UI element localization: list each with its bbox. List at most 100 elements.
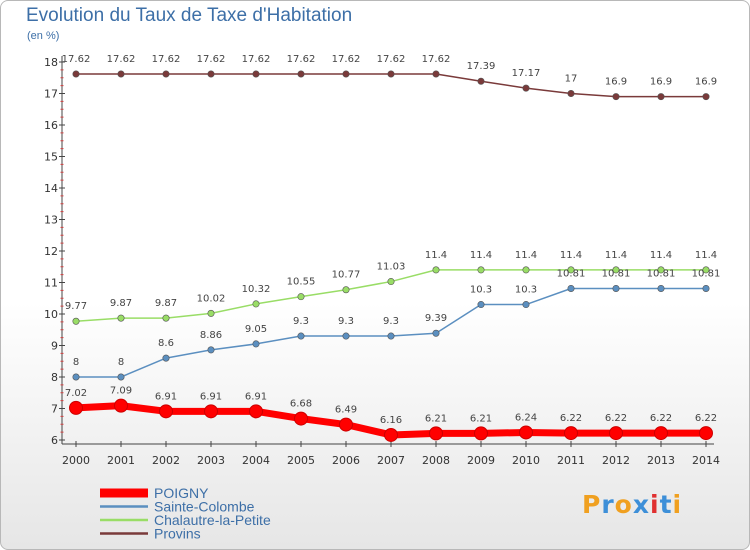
- series-point: [162, 314, 170, 322]
- series-point: [702, 93, 710, 101]
- series-point: [612, 266, 620, 274]
- x-tick-label: 2000: [62, 454, 90, 467]
- y-tick-label: 10: [44, 308, 58, 321]
- data-label: 10.32: [242, 284, 271, 295]
- data-label: 6.16: [380, 415, 402, 426]
- data-label: 6.21: [425, 413, 447, 424]
- y-tick-label: 6: [51, 434, 58, 447]
- data-label: 6.68: [290, 399, 312, 410]
- series-point: [117, 70, 125, 78]
- data-label: 11.4: [470, 250, 492, 261]
- x-tick-label: 2007: [377, 454, 405, 467]
- y-tick-label: 18: [44, 56, 58, 69]
- data-label: 9.87: [155, 298, 177, 309]
- series-point: [159, 404, 173, 419]
- series-point: [384, 427, 398, 442]
- data-label: 16.9: [695, 77, 717, 88]
- data-label: 6.22: [605, 413, 627, 424]
- data-label: 9.3: [293, 316, 309, 327]
- data-label: 6.24: [515, 412, 537, 423]
- data-label: 6.49: [335, 405, 357, 416]
- series-point: [477, 77, 485, 85]
- x-tick-label: 2008: [422, 454, 450, 467]
- data-label: 17.62: [197, 54, 226, 65]
- series-point: [564, 426, 578, 441]
- data-label: 7.02: [65, 388, 87, 399]
- y-tick-label: 16: [44, 119, 58, 132]
- x-tick-label: 2006: [332, 454, 360, 467]
- data-label: 11.03: [377, 262, 406, 273]
- series-point: [477, 301, 485, 309]
- series-point: [699, 426, 713, 441]
- series-point: [117, 373, 125, 381]
- series-point: [162, 354, 170, 362]
- series-point: [612, 93, 620, 101]
- series-point: [297, 70, 305, 78]
- data-label: 9.39: [425, 313, 447, 324]
- legend-label: POIGNY: [154, 485, 209, 501]
- data-label: 17.62: [332, 54, 361, 65]
- x-tick-label: 2001: [107, 454, 135, 467]
- series-point: [429, 426, 443, 441]
- data-label: 10.02: [197, 293, 226, 304]
- data-label: 10.3: [515, 285, 537, 296]
- data-label: 9.05: [245, 324, 267, 335]
- y-tick-label: 14: [44, 182, 58, 195]
- legend: POIGNYSainte-ColombeChalautre-la-PetiteP…: [100, 485, 271, 542]
- x-tick-label: 2002: [152, 454, 180, 467]
- data-label: 6.91: [200, 391, 222, 402]
- x-tick-label: 2014: [692, 454, 720, 467]
- data-label: 6.22: [695, 413, 717, 424]
- y-tick-label: 8: [51, 371, 58, 384]
- data-label: 11.4: [515, 250, 537, 261]
- series-point: [522, 301, 530, 309]
- series-point: [654, 426, 668, 441]
- series-point: [207, 346, 215, 354]
- series-point: [609, 426, 623, 441]
- series-point: [567, 266, 575, 274]
- data-label: 6.22: [560, 413, 582, 424]
- data-label: 10.81: [647, 268, 676, 279]
- data-labels: 17.62 17.62 17.62 17.62 17.62 17.62 17.62 17.62…: [62, 54, 721, 426]
- series-point: [702, 284, 710, 292]
- x-tick-label: 2011: [557, 454, 585, 467]
- data-label: 8.86: [200, 330, 222, 341]
- series-point: [72, 373, 80, 381]
- series-point: [387, 332, 395, 340]
- series-point: [519, 425, 533, 440]
- series-point: [387, 278, 395, 286]
- logo-letter: r: [601, 490, 615, 519]
- data-label: 17.62: [152, 54, 181, 65]
- data-label: 10.3: [470, 285, 492, 296]
- legend-label: Sainte-Colombe: [154, 499, 255, 515]
- x-tick-label: 2005: [287, 454, 315, 467]
- data-label: 10.81: [692, 268, 721, 279]
- y-tick-label: 9: [51, 340, 58, 353]
- data-label: 11.4: [605, 250, 627, 261]
- series-point: [657, 284, 665, 292]
- series-point: [342, 70, 350, 78]
- data-label: 9.3: [383, 316, 399, 327]
- y-tick-label: 7: [51, 403, 58, 416]
- y-tick-label: 17: [44, 88, 58, 101]
- series-point: [522, 266, 530, 274]
- data-label: 17.39: [467, 61, 496, 72]
- series-point: [72, 317, 80, 325]
- series-point: [567, 90, 575, 98]
- y-tick-label: 12: [44, 245, 58, 258]
- series-point: [249, 404, 263, 419]
- series-point: [432, 329, 440, 337]
- data-label: 6.91: [155, 391, 177, 402]
- data-label: 10.81: [557, 268, 586, 279]
- series-point: [702, 266, 710, 274]
- series-point: [612, 284, 620, 292]
- data-label: 9.87: [110, 298, 132, 309]
- axes: 6 7 8 9 10 11 12 13 14 15 16 17 18 2000 2001 2002 2003 20…: [44, 56, 720, 467]
- proxiti-logo: Proxiti: [582, 490, 682, 519]
- x-tick-label: 2013: [647, 454, 675, 467]
- data-label: 17.62: [242, 54, 271, 65]
- data-label: 17.62: [377, 54, 406, 65]
- x-tick-label: 2010: [512, 454, 540, 467]
- legend-label: Provins: [154, 526, 201, 542]
